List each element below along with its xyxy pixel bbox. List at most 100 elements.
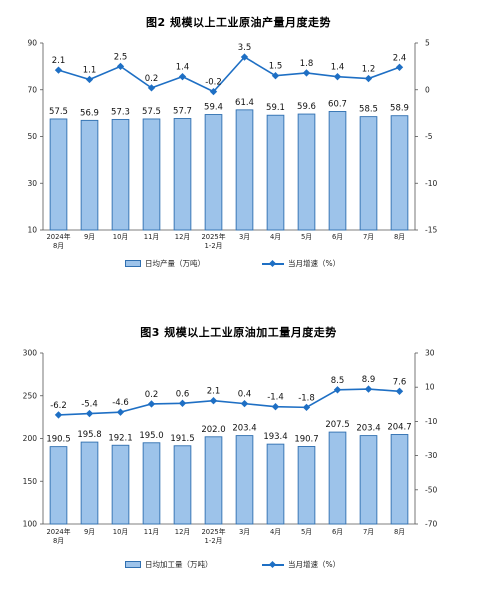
bar bbox=[359, 435, 378, 525]
legend-item-bar: 日均加工量（万吨） bbox=[125, 559, 213, 570]
bar-data-label: 195.8 bbox=[77, 430, 101, 440]
legend-item-line: 当月增速（%） bbox=[262, 258, 340, 269]
x-tick-label: 12月 bbox=[175, 233, 190, 241]
line-point bbox=[116, 408, 125, 416]
bar bbox=[142, 118, 161, 231]
bar-data-label: 61.4 bbox=[235, 98, 254, 108]
left-tick-label: 200 bbox=[23, 434, 38, 443]
x-tick-label: 1-2月 bbox=[205, 242, 223, 250]
bar-data-label: 56.9 bbox=[80, 108, 99, 118]
crude-oil-processing-chart: 图3 规模以上工业原油加工量月度走势 100 150 200 250 300 -70 -50… bbox=[0, 310, 477, 589]
x-tick-label: 8月 bbox=[394, 528, 405, 536]
x-tick-label: 8月 bbox=[394, 233, 405, 241]
line-swatch-icon bbox=[262, 260, 284, 268]
x-tick-label: 7月 bbox=[363, 528, 374, 536]
bar bbox=[204, 114, 223, 231]
bar-data-label: 190.7 bbox=[294, 434, 318, 444]
line-point bbox=[333, 72, 342, 81]
bar-data-label: 202.0 bbox=[201, 425, 225, 435]
bar-data-label: 195.0 bbox=[139, 431, 163, 441]
left-tick-label: 10 bbox=[27, 226, 37, 235]
line-point bbox=[209, 397, 218, 405]
bar-data-label: 57.3 bbox=[111, 107, 130, 117]
x-tick-label: 6月 bbox=[332, 233, 343, 241]
x-tick-label: 4月 bbox=[270, 233, 281, 241]
x-tick-label: 12月 bbox=[175, 528, 190, 536]
bar-data-label: 57.5 bbox=[49, 107, 68, 117]
line-data-label: 2.4 bbox=[393, 53, 407, 63]
x-tick-label: 7月 bbox=[363, 233, 374, 241]
x-tick-label: 5月 bbox=[301, 528, 312, 536]
x-tick-label: 2025年 bbox=[201, 527, 225, 536]
line-data-label: 8.9 bbox=[362, 375, 376, 385]
bar-data-label: 59.4 bbox=[204, 103, 223, 113]
line-data-label: 0.6 bbox=[176, 389, 190, 399]
line-data-label: 2.5 bbox=[114, 52, 128, 62]
crude-oil-output-chart: 图2 规模以上工业原油产量月度走势 10 30 50 70 90 -15 -10 -5 0 5 57… bbox=[0, 0, 477, 280]
bar bbox=[266, 443, 285, 525]
bar bbox=[390, 115, 409, 231]
bar-data-label: 60.7 bbox=[328, 99, 347, 109]
line-data-label: 0.2 bbox=[145, 390, 159, 400]
bar bbox=[266, 114, 285, 231]
x-tick-label: 2025年 bbox=[201, 232, 225, 241]
line-point bbox=[395, 387, 404, 395]
right-tick-label: 5 bbox=[425, 39, 430, 48]
right-tick-label: -10 bbox=[425, 417, 437, 426]
bar-data-label: 207.5 bbox=[325, 420, 349, 430]
line-data-label: 2.1 bbox=[52, 56, 66, 66]
x-tick-label: 8月 bbox=[53, 537, 64, 545]
left-tick-label: 70 bbox=[27, 85, 37, 94]
bar-data-label: 203.4 bbox=[356, 424, 380, 434]
line-data-label: 0.4 bbox=[238, 390, 252, 400]
bar bbox=[390, 434, 409, 525]
bar-data-label: 57.5 bbox=[142, 107, 161, 117]
legend-label: 日均加工量（万吨） bbox=[145, 560, 213, 569]
line-point bbox=[271, 403, 280, 411]
left-tick-label: 100 bbox=[23, 520, 38, 529]
bar bbox=[80, 119, 99, 231]
line-data-label: -1.8 bbox=[298, 393, 315, 403]
bar bbox=[142, 442, 161, 525]
x-tick-label: 1-2月 bbox=[205, 537, 223, 545]
growth-line bbox=[58, 388, 400, 416]
bar bbox=[173, 118, 192, 231]
x-tick-label: 3月 bbox=[239, 233, 250, 241]
bar bbox=[297, 446, 316, 525]
line-point bbox=[85, 409, 94, 418]
left-tick-label: 150 bbox=[23, 477, 38, 486]
line-data-label: 3.5 bbox=[238, 43, 252, 53]
legend-label: 日均产量（万吨） bbox=[145, 259, 205, 268]
bar bbox=[235, 109, 254, 231]
right-tick-label: -50 bbox=[425, 485, 437, 494]
bar-data-label: 191.5 bbox=[170, 434, 194, 444]
line-data-label: 1.5 bbox=[269, 62, 283, 72]
bar bbox=[297, 113, 316, 231]
bar-data-label: 59.6 bbox=[297, 102, 316, 112]
right-tick-label: -70 bbox=[425, 520, 437, 529]
line-point bbox=[209, 87, 218, 96]
right-tick-label: -30 bbox=[425, 451, 437, 460]
line-point bbox=[178, 72, 187, 81]
line-point bbox=[240, 399, 249, 408]
line-data-label: -0.2 bbox=[205, 78, 222, 88]
line-point bbox=[395, 63, 404, 71]
line-point bbox=[302, 69, 311, 77]
bar-data-label: 58.5 bbox=[359, 105, 378, 115]
line-data-label: -1.4 bbox=[267, 393, 284, 403]
x-tick-label: 2024年 bbox=[46, 527, 70, 536]
left-tick-label: 30 bbox=[27, 179, 37, 188]
line-data-label: 0.2 bbox=[145, 74, 159, 84]
growth-line bbox=[58, 55, 400, 93]
line-point bbox=[54, 66, 63, 74]
x-tick-label: 10月 bbox=[113, 233, 128, 241]
x-tick-label: 3月 bbox=[239, 528, 250, 536]
legend-label: 当月增速（%） bbox=[288, 560, 341, 569]
x-tick-label: 10月 bbox=[113, 528, 128, 536]
left-tick-label: 300 bbox=[23, 349, 38, 358]
bar-data-label: 192.1 bbox=[108, 433, 132, 443]
bar bbox=[49, 118, 68, 231]
line-point bbox=[333, 386, 342, 394]
bar bbox=[235, 435, 254, 525]
bar bbox=[80, 441, 99, 525]
